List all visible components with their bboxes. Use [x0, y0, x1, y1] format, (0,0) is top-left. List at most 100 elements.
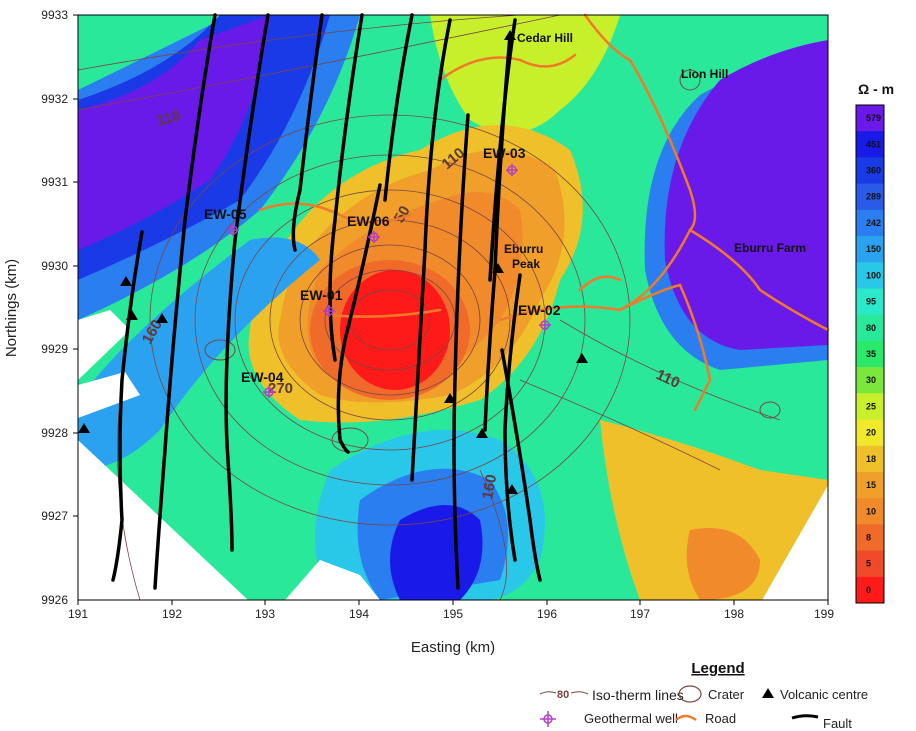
crater-legend-icon [678, 685, 702, 703]
volcanic-centre-marker [492, 263, 504, 273]
colorbar-swatch [856, 288, 884, 316]
colorbar-label: 30 [866, 375, 876, 385]
no-data-area [78, 372, 140, 418]
y-tick-label: 9928 [41, 426, 68, 440]
colorbar-label: 95 [866, 297, 876, 307]
colorbar-swatch [856, 367, 884, 394]
x-tick-label: 196 [537, 607, 557, 621]
y-tick-label: 9926 [41, 593, 68, 607]
x-tick-label: 192 [162, 607, 182, 621]
colorbar-label: 150 [866, 244, 881, 254]
colorbar-swatch [856, 157, 884, 185]
y-tick-label: 9930 [41, 259, 68, 273]
craters [204, 69, 781, 453]
legend: Legend 80 Iso-therm lines Crater Volcani… [539, 660, 868, 731]
colorbar-swatch [856, 576, 884, 604]
well-marker-ew-03 [506, 164, 518, 176]
colorbar-swatch [856, 445, 884, 473]
volcanic-centre-marker [506, 484, 518, 494]
x-tick-label: 199 [814, 607, 834, 621]
colorbar-swatch [856, 314, 884, 342]
colorbar-swatch [856, 105, 884, 132]
colorbar-label: 289 [866, 192, 881, 202]
colorbar-label: 15 [866, 480, 876, 490]
isotherm-legend-value: 80 [557, 689, 569, 701]
colorbar-swatch [856, 340, 884, 368]
place-names: Cedar Hill Lion Hill Eburru Farm Eburru … [504, 31, 806, 271]
isotherm-label: 110 [155, 107, 183, 130]
colorbar-label: 0 [866, 585, 871, 595]
x-tick-label: 191 [68, 607, 88, 621]
no-data-area [78, 310, 130, 380]
colorbar-swatch [856, 236, 884, 263]
volcanic-centre-marker [156, 313, 168, 323]
colorbar: 5794513602892421501009580353025201815108… [855, 104, 885, 604]
y-tick-label: 9931 [41, 175, 68, 189]
volcanic-centre-marker [126, 310, 138, 320]
well-marker-ew-02 [539, 319, 551, 331]
y-tick-label: 9929 [41, 342, 68, 356]
volcanic-legend-icon [762, 688, 774, 698]
legend-road-label: Road [705, 711, 736, 726]
faults [111, 13, 542, 590]
y-tick-label: 9933 [41, 8, 68, 22]
volcanic-centre-marker [444, 393, 456, 403]
geothermal-wells [227, 164, 551, 398]
legend-fault-label: Fault [823, 716, 852, 731]
volcanic-centre-marker [78, 423, 90, 433]
colorbar-frame [855, 104, 885, 604]
volcanic-centre-marker [576, 353, 588, 363]
x-tick-label: 195 [443, 607, 463, 621]
place-eburru-farm: Eburru Farm [734, 241, 806, 255]
well-label-ew-06: EW-06 [347, 213, 390, 229]
legend-isotherm-label: Iso-therm lines [592, 687, 684, 703]
colorbar-label: 25 [866, 401, 876, 411]
colorbar-swatch [856, 419, 884, 447]
road-legend-icon [675, 714, 697, 722]
x-tick-label: 197 [630, 607, 650, 621]
volcanic-centres [78, 30, 588, 494]
x-tick-labels: 191 192 193 194 195 196 197 198 199 [68, 607, 834, 621]
roads [258, 13, 830, 412]
isotherm-legend-line [539, 691, 557, 695]
volcanic-centre-marker [120, 276, 132, 286]
well-marker-ew-04 [263, 386, 275, 398]
colorbar-label: 10 [866, 506, 876, 516]
colorbar-label: 18 [866, 454, 876, 464]
axis-ticks [73, 14, 829, 605]
y-axis-title: Northings (km) [3, 259, 20, 357]
volcanic-centre-marker [476, 428, 488, 438]
y-tick-label: 9927 [41, 509, 68, 523]
colorbar-label: 360 [866, 166, 881, 176]
well-label-ew-01: EW-01 [300, 287, 343, 303]
colorbar-label: 35 [866, 349, 876, 359]
y-tick-label: 9932 [41, 92, 68, 106]
isotherm-label: 160 [479, 473, 500, 501]
well-label-ew-02: EW-02 [518, 302, 561, 318]
volcanic-centre-marker [504, 30, 516, 40]
x-tick-label: 194 [349, 607, 369, 621]
colorbar-swatch [856, 209, 884, 237]
colorbar-swatch [856, 393, 884, 421]
colorbar-unit: Ω - m [858, 81, 894, 97]
place-cedar-hill: Cedar Hill [517, 31, 573, 45]
legend-volcanic-label: Volcanic centre [780, 687, 868, 702]
colorbar-label: 8 [866, 532, 871, 542]
x-tick-label: 193 [255, 607, 275, 621]
isotherm-lines [78, 15, 781, 600]
fault-legend-icon [791, 714, 819, 720]
well-label-ew-04: EW-04 [241, 369, 284, 385]
colorbar-label: 242 [866, 218, 881, 228]
well-label-ew-05: EW-05 [204, 206, 247, 222]
colorbar-swatch [856, 471, 884, 499]
no-data-area [285, 560, 380, 600]
place-eburru-peak: Eburru Peak [504, 242, 547, 271]
well-label-ew-03: EW-03 [483, 145, 526, 161]
legend-well-label: Geothermal well [584, 711, 678, 726]
colorbar-label: 80 [866, 323, 876, 333]
colorbar-swatch [856, 262, 884, 289]
colorbar-swatch [856, 524, 884, 552]
colorbar-label: 20 [866, 428, 876, 438]
colorbar-label: 579 [866, 113, 881, 123]
